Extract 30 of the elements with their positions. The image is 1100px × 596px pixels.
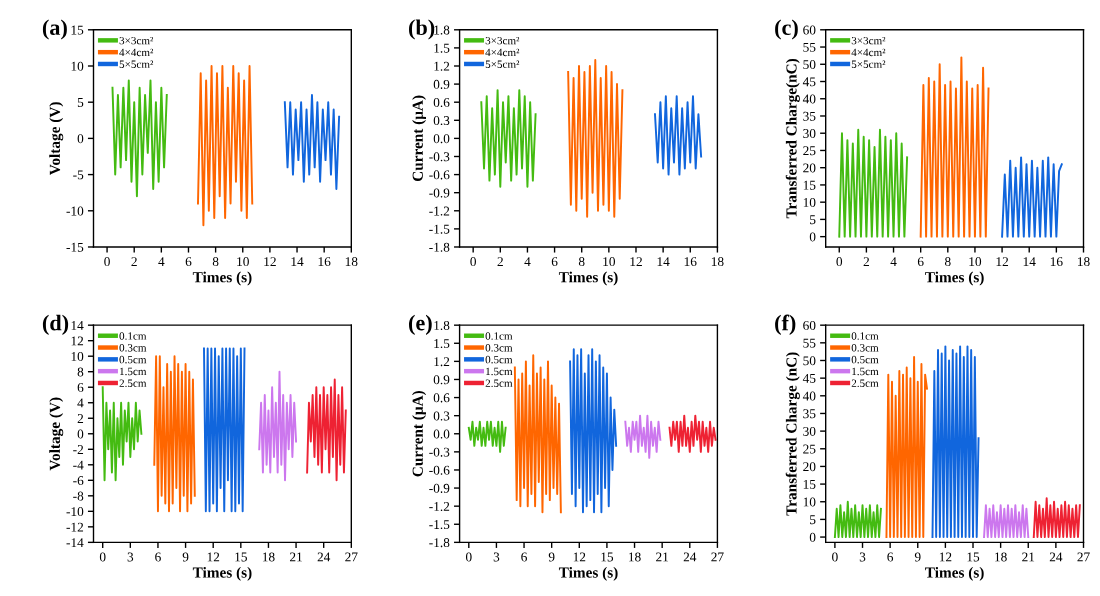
line-series [838,128,909,238]
line-series [668,414,717,453]
line-series [569,348,618,514]
chart-title: (a) [42,19,67,40]
line-series [306,378,347,482]
line-series [931,345,980,539]
line-series [624,414,662,459]
line-series [467,420,507,453]
chart-title: (b) [409,19,435,40]
line-series [111,79,168,198]
line-series [983,504,1030,539]
line-series [197,65,254,227]
chart-title: (c) [775,19,798,40]
chart-title: (d) [42,314,69,335]
line-series [1032,497,1081,539]
line-series [567,58,624,218]
line-series [833,500,882,539]
line-series [203,347,246,513]
chart-title: (f) [775,314,796,335]
line-series [153,355,196,513]
line-series [480,89,537,188]
line-series [101,386,143,482]
line-series [919,56,990,238]
chart-title: (e) [409,314,432,335]
line-series [654,95,703,176]
line-series [885,355,928,539]
line-series [513,354,562,514]
line-series [283,93,341,191]
line-series [258,370,298,482]
line-series [1001,156,1063,238]
